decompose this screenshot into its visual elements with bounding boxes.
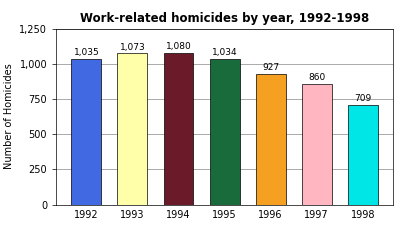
Bar [256, 74, 286, 205]
Bar [302, 84, 332, 205]
Text: 1,034: 1,034 [212, 48, 237, 57]
Title: Work-related homicides by year, 1992-1998: Work-related homicides by year, 1992-199… [80, 12, 369, 25]
Text: 1,035: 1,035 [73, 48, 99, 57]
Bar [117, 54, 148, 205]
Text: 709: 709 [354, 94, 371, 103]
Bar [348, 105, 378, 205]
Text: 860: 860 [308, 73, 325, 82]
Bar [164, 53, 193, 205]
Text: 1,073: 1,073 [119, 43, 145, 52]
Text: 927: 927 [262, 63, 279, 72]
Bar [71, 59, 101, 205]
Bar [210, 59, 239, 205]
Text: 1,080: 1,080 [166, 42, 191, 51]
Y-axis label: Number of Homicides: Number of Homicides [4, 64, 14, 169]
